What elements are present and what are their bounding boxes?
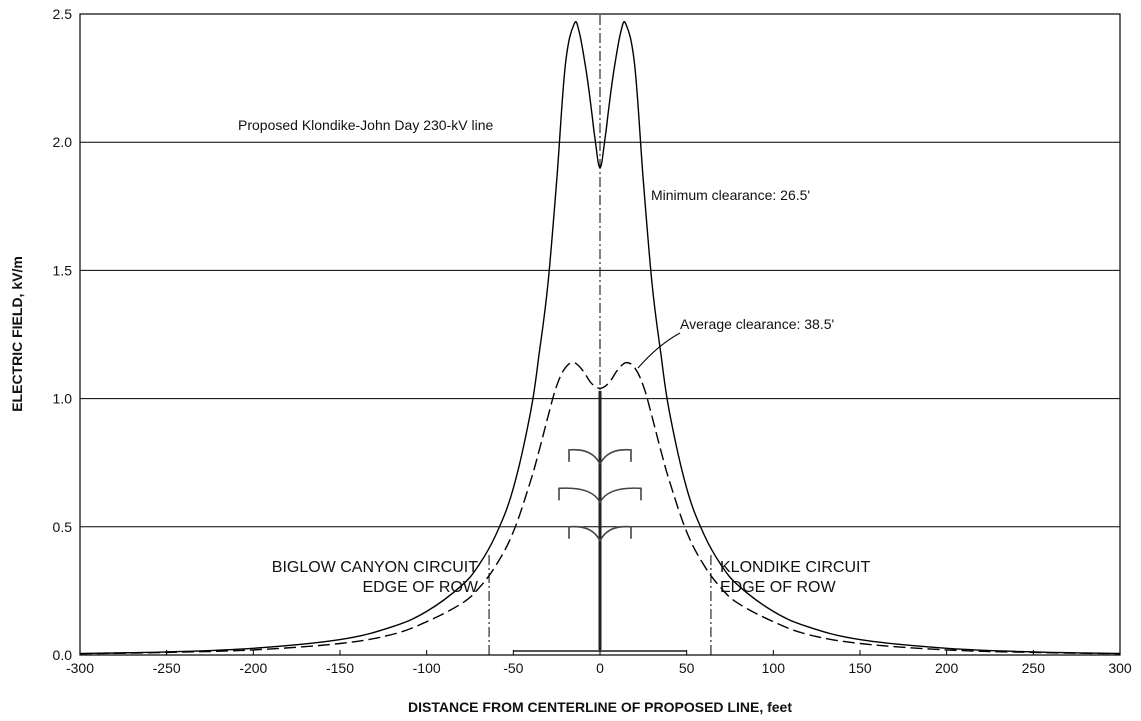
y-tick-label-4: 2.0 xyxy=(53,134,73,150)
x-tick-label-9: 150 xyxy=(848,660,872,676)
y-tick-label-3: 1.5 xyxy=(53,262,73,278)
x-tick-label-10: 200 xyxy=(935,660,959,676)
annotation-line-name: Proposed Klondike-John Day 230-kV line xyxy=(238,117,493,133)
x-tick-label-1: -250 xyxy=(153,660,181,676)
x-tick-label-2: -200 xyxy=(239,660,267,676)
row-label-left-line2: EDGE OF ROW xyxy=(362,579,478,596)
x-tick-label-11: 250 xyxy=(1022,660,1046,676)
y-tick-label-2: 1.0 xyxy=(53,391,73,407)
x-tick-label-8: 100 xyxy=(762,660,786,676)
y-axis-ticks: 0.0 0.5 1.0 1.5 2.0 2.5 xyxy=(53,6,73,663)
x-tick-label-3: -150 xyxy=(326,660,354,676)
x-tick-label-5: -50 xyxy=(503,660,523,676)
row-label-left-line1: BIGLOW CANYON CIRCUIT xyxy=(272,559,478,576)
y-tick-label-0: 0.0 xyxy=(53,647,73,663)
y-tick-label-5: 2.5 xyxy=(53,6,73,22)
x-tick-label-7: 50 xyxy=(679,660,695,676)
annotation-minimum-clearance: Minimum clearance: 26.5' xyxy=(651,187,810,203)
annotation-average-clearance: Average clearance: 38.5' xyxy=(680,316,834,332)
x-axis-label: DISTANCE FROM CENTERLINE OF PROPOSED LIN… xyxy=(408,699,792,715)
row-label-right-line1: KLONDIKE CIRCUIT xyxy=(720,559,870,576)
y-tick-label-1: 0.5 xyxy=(53,519,73,535)
x-tick-label-12: 300 xyxy=(1108,660,1132,676)
y-axis-label: ELECTRIC FIELD, kV/m xyxy=(9,256,25,412)
x-tick-label-4: -100 xyxy=(413,660,441,676)
x-tick-label-6: 0 xyxy=(596,660,604,676)
row-label-right-line2: EDGE OF ROW xyxy=(720,579,836,596)
